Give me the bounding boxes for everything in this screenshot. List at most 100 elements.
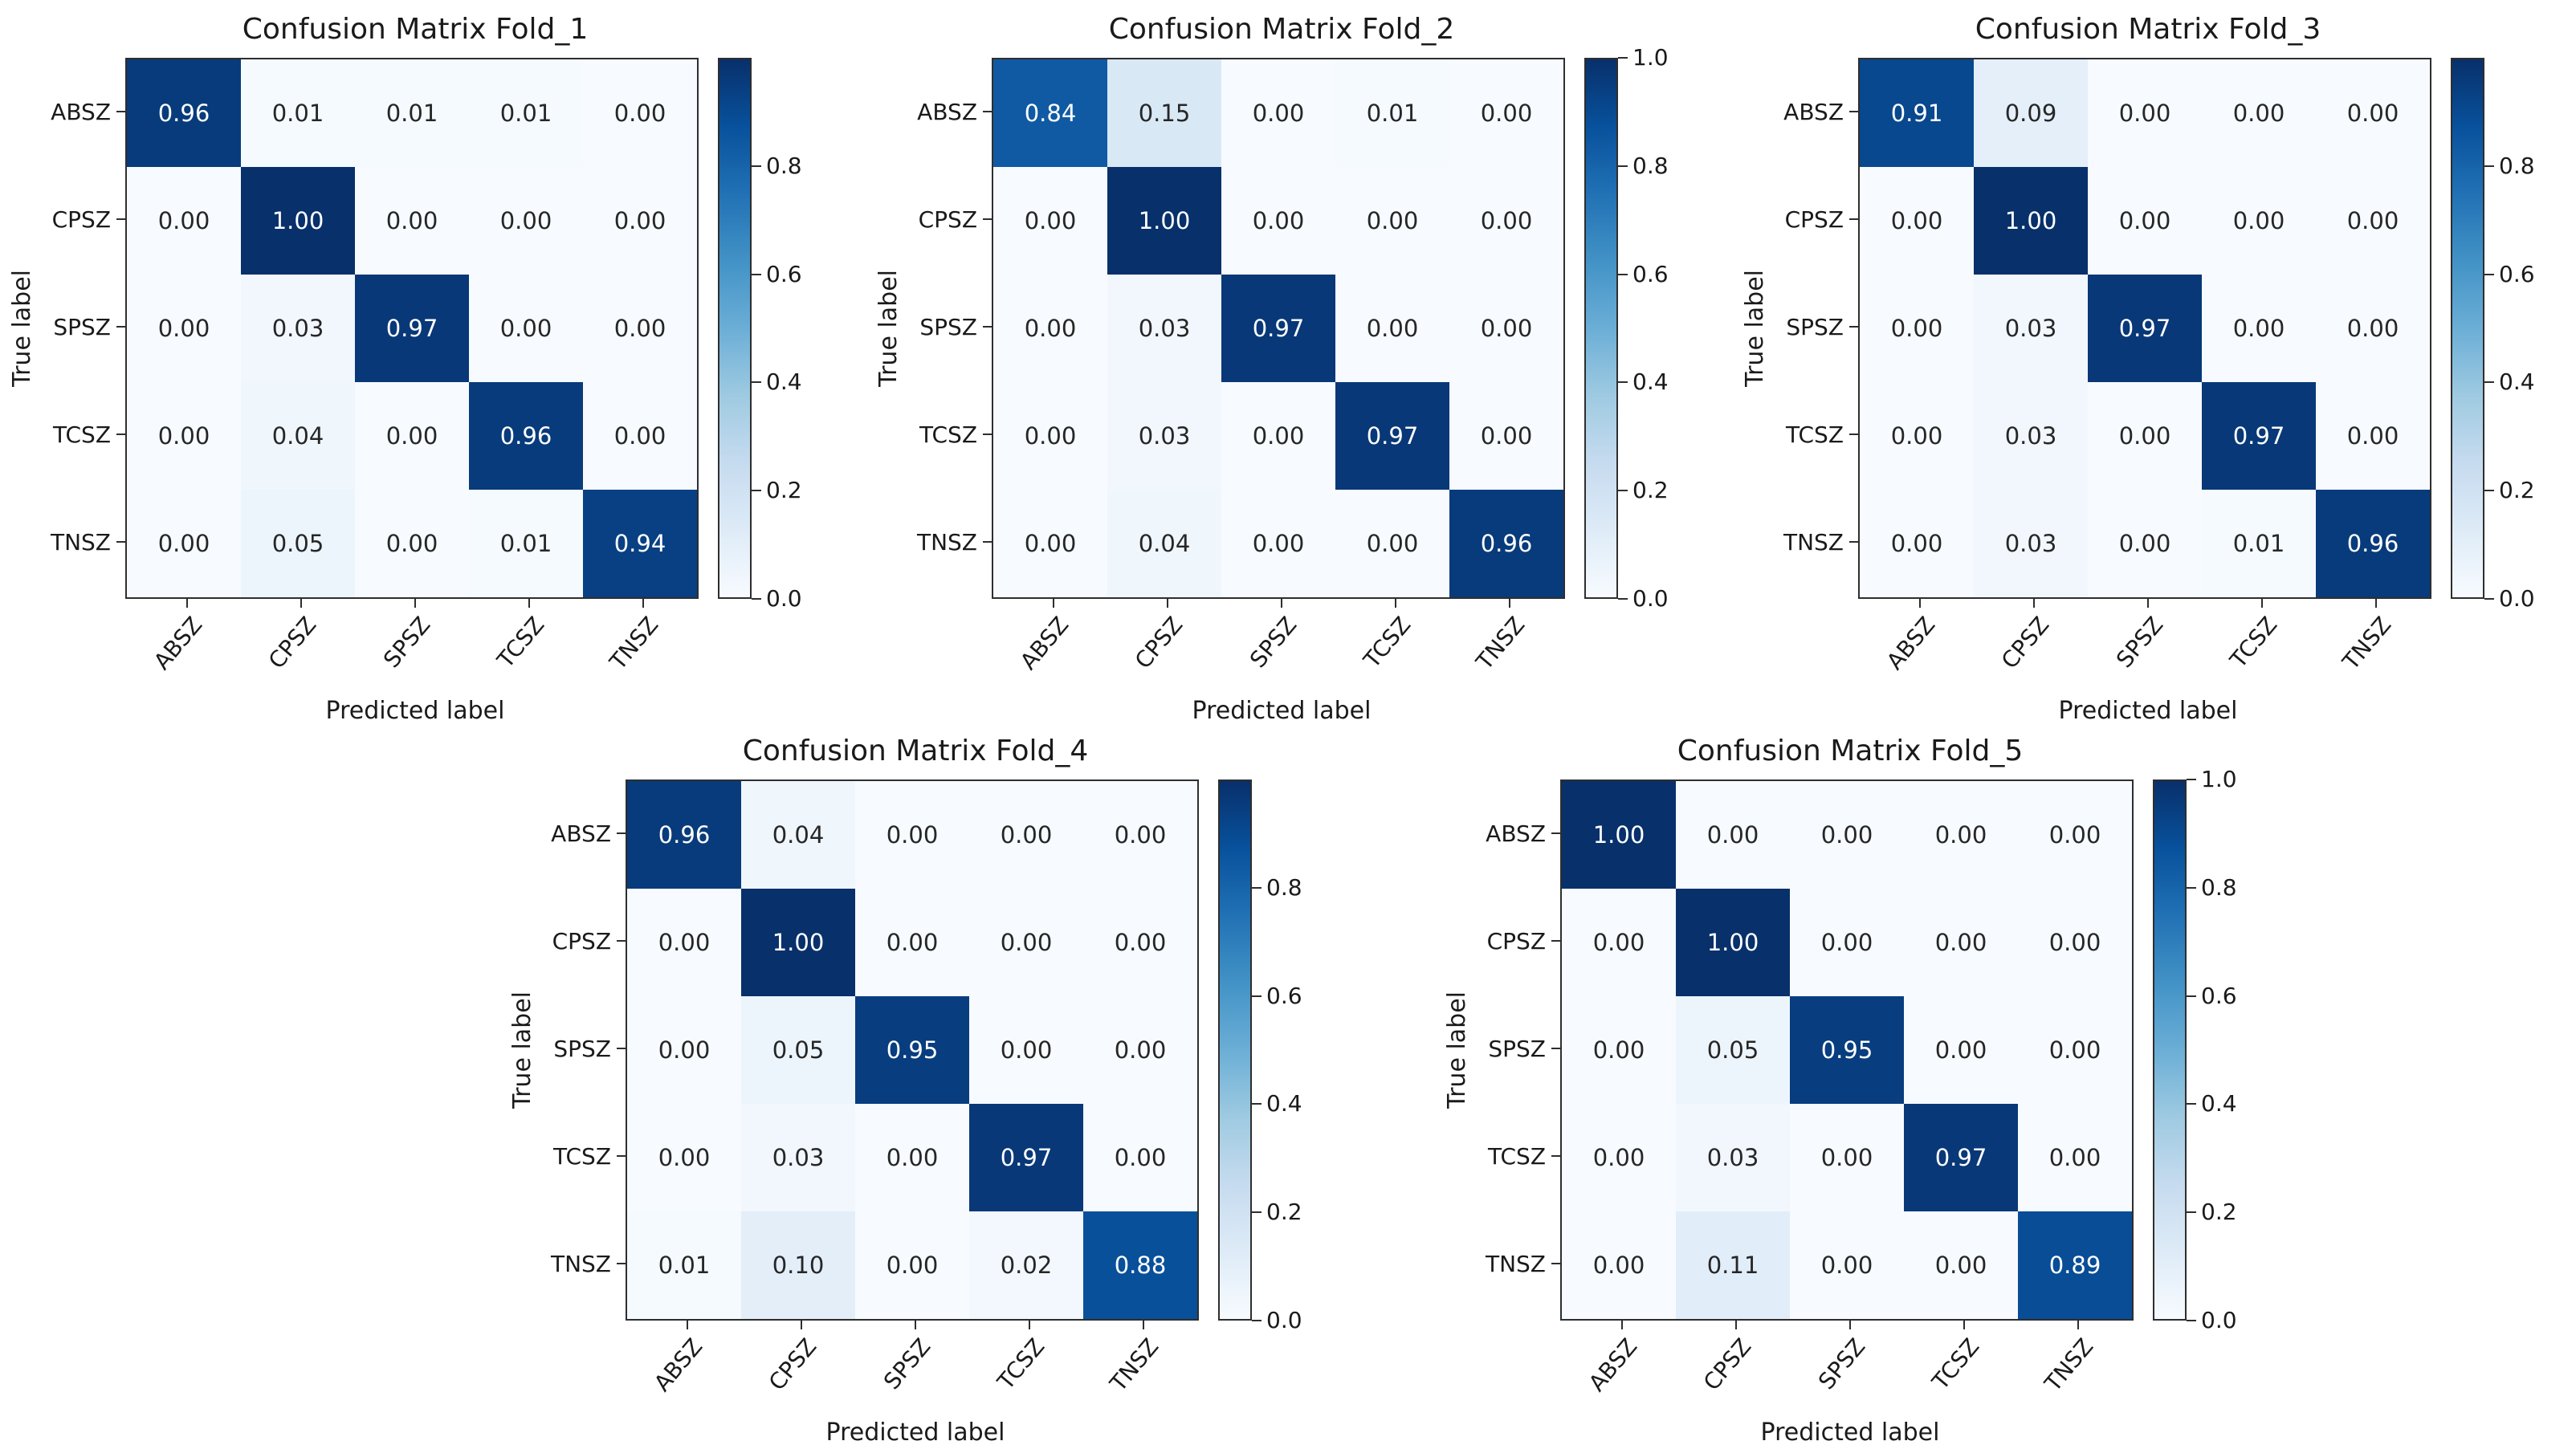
matrix-cell: 0.00 — [1083, 1104, 1197, 1211]
matrix-cell: 0.91 — [1860, 59, 1974, 167]
y-tick: SPSZ — [536, 995, 626, 1102]
matrix-cell: 0.97 — [1335, 382, 1449, 490]
matrix-cell: 0.00 — [627, 1104, 741, 1211]
matrix-cell: 0.00 — [1562, 1211, 1676, 1319]
y-tick-mark — [1551, 1155, 1560, 1157]
colorbar-tick-label: 0.8 — [1632, 152, 1669, 179]
y-tick-mark — [1849, 111, 1858, 112]
colorbar-tick-mark — [752, 381, 761, 384]
matrix-cell: 0.00 — [1904, 889, 2018, 996]
y-tick-label: TCSZ — [919, 421, 977, 448]
x-tick-mark — [1167, 599, 1168, 608]
y-tick-mark — [983, 326, 992, 328]
colorbar-tick-mark — [1618, 381, 1628, 384]
colorbar-tick-mark — [2187, 1211, 2196, 1214]
axes-area: True label ABSZ CPSZ SPSZ TCSZ TNSZ 0.84 0.15 0.… — [874, 47, 1689, 610]
y-tick-mark — [1849, 541, 1858, 543]
colorbar-tick-mark — [2484, 165, 2494, 167]
matrix-cell: 0.00 — [469, 167, 583, 275]
matrix-cell: 0.00 — [1221, 490, 1335, 597]
matrix-cell: 0.95 — [855, 996, 969, 1104]
matrix-cell: 0.97 — [1904, 1104, 2018, 1211]
x-tick-labels: ABSZ CPSZ SPSZ TCSZ TNSZ — [995, 599, 1568, 697]
matrix-cell: 0.00 — [1790, 889, 1904, 996]
y-tick-label: ABSZ — [1486, 820, 1546, 847]
colorbar-tick-label: 0.6 — [1266, 982, 1302, 1009]
matrix-cell: 0.00 — [127, 382, 241, 490]
matrix-cell: 0.00 — [2316, 275, 2430, 382]
x-tick-mark — [1395, 599, 1396, 608]
y-tick-mark — [116, 541, 125, 543]
matrix-cell: 0.00 — [2202, 59, 2316, 167]
y-tick-mark — [1551, 1263, 1560, 1264]
matrix-cell: 0.00 — [1562, 889, 1676, 996]
x-axis-label: Predicted label — [325, 697, 505, 725]
colorbar-tick-mark — [1252, 1320, 1262, 1321]
colorbar-tick-label: 0.2 — [766, 477, 802, 504]
colorbar-tick-label: 0.6 — [2201, 982, 2237, 1009]
figure-top-row: Confusion Matrix Fold_1 True label ABSZ CPS… — [8, 11, 2555, 725]
axes-area: True label ABSZ CPSZ SPSZ TCSZ TNSZ 0.91 0.09 0.… — [1741, 58, 2555, 610]
matrix-cell: 0.00 — [627, 996, 741, 1104]
y-tick: CPSZ — [903, 165, 992, 273]
matrix-cell: 0.00 — [1904, 1211, 2018, 1319]
colorbar-tick-mark — [2187, 1103, 2196, 1105]
x-tick-mark — [1509, 599, 1510, 608]
y-tick-mark — [1551, 832, 1560, 834]
x-tick-mark — [2375, 599, 2377, 608]
axes-area: True label ABSZ CPSZ SPSZ TCSZ TNSZ 1.00 0.00 0.… — [1443, 768, 2257, 1332]
matrix-cell: 0.00 — [1790, 1104, 1904, 1211]
heatmap-matrix: 0.84 0.15 0.00 0.01 0.00 0.00 1.00 0.00 0.00 0.00… — [992, 58, 1565, 599]
y-tick: CPSZ — [1471, 887, 1560, 995]
x-tick-mark — [1735, 1321, 1737, 1329]
y-tick: ABSZ — [903, 58, 992, 165]
y-tick: TNSZ — [1769, 488, 1858, 596]
y-tick-mark — [983, 111, 992, 112]
matrix-cell: 0.01 — [1335, 59, 1449, 167]
matrix-cell: 0.03 — [1107, 382, 1221, 490]
axes-area: True label ABSZ CPSZ SPSZ TCSZ TNSZ 0.96 0.04 0.… — [508, 779, 1323, 1332]
matrix-cell: 0.00 — [2202, 167, 2316, 275]
y-tick-mark — [983, 434, 992, 435]
colorbar-tick-label: 0.2 — [2201, 1199, 2237, 1226]
x-tick-mark — [1281, 599, 1282, 608]
matrix-cell: 0.00 — [127, 167, 241, 275]
matrix-cell: 0.00 — [1221, 167, 1335, 275]
colorbar-gradient — [2153, 779, 2187, 1321]
matrix-cell: 0.04 — [741, 781, 855, 889]
matrix-cell: 0.05 — [1676, 996, 1790, 1104]
matrix-cell: 0.10 — [741, 1211, 855, 1319]
x-axis-label: Predicted label — [825, 1419, 1005, 1445]
matrix-cell: 0.00 — [2202, 275, 2316, 382]
heatmap-matrix: 1.00 0.00 0.00 0.00 0.00 0.00 1.00 0.00 0.00 0.00… — [1560, 779, 2134, 1321]
matrix-cell: 0.00 — [2088, 167, 2202, 275]
colorbar-tick-mark — [2484, 490, 2494, 492]
y-tick-mark — [1849, 434, 1858, 435]
matrix-cell: 0.03 — [1974, 275, 2088, 382]
figure-bottom-row: Confusion Matrix Fold_4 True label ABSZ CPS… — [95, 733, 2576, 1445]
matrix-cell: 0.00 — [2088, 382, 2202, 490]
heatmap-matrix: 0.96 0.04 0.00 0.00 0.00 0.00 1.00 0.00 0.00 0.00… — [626, 779, 1199, 1321]
y-tick-labels: ABSZ CPSZ SPSZ TCSZ TNSZ — [36, 58, 125, 599]
colorbar-tick-label: 0.8 — [766, 152, 802, 179]
matrix-cell: 0.95 — [1790, 996, 1904, 1104]
y-tick: TCSZ — [1769, 381, 1858, 488]
matrix-cell: 0.00 — [1562, 1104, 1676, 1211]
colorbar: 1.0 0.8 0.6 0.4 0.2 0.0 — [2153, 768, 2257, 1332]
subplot-fold-3: Confusion Matrix Fold_3 True label ABSZ CPS… — [1741, 11, 2555, 725]
matrix-cell: 0.00 — [1221, 59, 1335, 167]
matrix-cell: 0.00 — [1860, 490, 1974, 597]
heatmap-matrix: 0.96 0.01 0.01 0.01 0.00 0.00 1.00 0.00 0.00 0.00… — [125, 58, 699, 599]
colorbar-tick-label: 0.0 — [1632, 585, 1669, 612]
matrix-cell: 0.00 — [1860, 275, 1974, 382]
colorbar-tick-mark — [2187, 779, 2196, 780]
colorbar-gradient — [1218, 779, 1252, 1321]
colorbar-tick-mark — [1252, 995, 1262, 997]
y-tick-mark — [116, 434, 125, 435]
y-axis-label: True label — [1741, 58, 1769, 599]
colorbar-tick-label: 0.4 — [766, 368, 802, 396]
colorbar-tick-mark — [752, 273, 761, 275]
matrix-cell: 0.00 — [2018, 1104, 2132, 1211]
y-axis-label: True label — [8, 58, 36, 599]
matrix-cell: 0.00 — [583, 275, 697, 382]
